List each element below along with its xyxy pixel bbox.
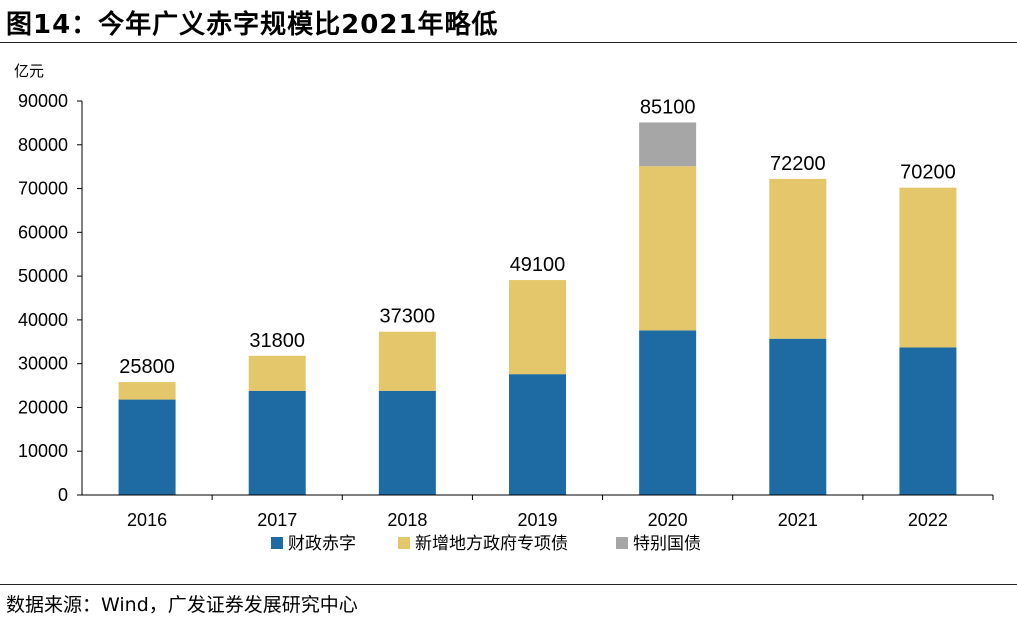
y-tick-label: 40000 [18,310,68,330]
bar-segment-2017-series-0 [248,390,306,495]
source-note: 数据来源：Wind，广发证券发展研究中心 [6,594,358,616]
bar-segment-2019-series-1 [509,280,566,375]
y-tick-label: 50000 [18,266,68,286]
title-divider [0,42,1017,43]
bar-segment-2020-series-0 [639,330,697,495]
y-tick-label: 90000 [18,91,68,111]
bar-segment-2022-series-0 [899,347,957,495]
legend-label-2: 特别国债 [633,534,701,554]
total-data-label: 31800 [249,330,305,352]
bar-segment-2017-series-1 [248,355,306,391]
y-tick-label: 70000 [18,179,68,199]
legend-swatch-0 [271,537,283,549]
x-tick-label: 2018 [387,510,427,530]
x-tick-label: 2020 [648,510,688,530]
y-axis-unit: 亿元 [14,62,44,80]
y-tick-label: 10000 [18,441,68,461]
legend-swatch-2 [616,537,628,549]
bar-segment-2018-series-0 [378,390,436,495]
x-tick-label: 2019 [517,510,557,530]
total-data-label: 25800 [119,356,175,378]
bar-segment-2021-series-1 [769,178,827,339]
bar-segment-2016-series-1 [118,382,176,400]
y-tick-label: 60000 [18,222,68,242]
bar-segment-2020-series-1 [639,166,697,331]
bar-segment-2022-series-1 [899,187,957,348]
y-axis: 0 10000 20000 30000 40000 50000 60000 70000 8000… [18,91,82,505]
total-data-label: 85100 [640,96,696,118]
x-tick-label: 2021 [778,510,818,530]
y-tick-label: 80000 [18,135,68,155]
y-tick-label: 30000 [18,354,68,374]
y-tick-label: 0 [58,485,68,505]
bar-segment-2018-series-1 [378,331,436,391]
figure-title: 图14：今年广义赤字规模比2021年略低 [6,10,499,40]
x-tick-label: 2017 [257,510,297,530]
total-data-label: 70200 [900,162,956,184]
y-tick-label: 20000 [18,397,68,417]
legend: 财政赤字 新增地方政府专项债 特别国债 [271,534,701,554]
bars-group [118,122,957,495]
bar-segment-2021-series-0 [769,338,827,495]
total-data-label: 49100 [510,254,566,276]
legend-label-0: 财政赤字 [288,534,356,554]
x-tick-label: 2022 [908,510,948,530]
bar-segment-2020-series-2 [639,122,697,167]
total-labels: 25800 31800 37300 49100 85100 72200 70200 [119,96,955,378]
total-data-label: 37300 [380,306,436,328]
total-data-label: 72200 [770,153,826,175]
stacked-bar-chart: 亿元 0 10000 20000 30000 40000 50000 60000 70000 8… [14,62,994,554]
legend-swatch-1 [398,537,410,549]
source-divider [0,584,1017,585]
x-axis: 2016 2017 2018 2019 2020 2021 2022 [127,495,994,530]
x-tick-label: 2016 [127,510,167,530]
bar-segment-2016-series-0 [118,399,176,495]
legend-label-1: 新增地方政府专项债 [415,534,568,554]
bar-segment-2019-series-0 [509,374,566,495]
